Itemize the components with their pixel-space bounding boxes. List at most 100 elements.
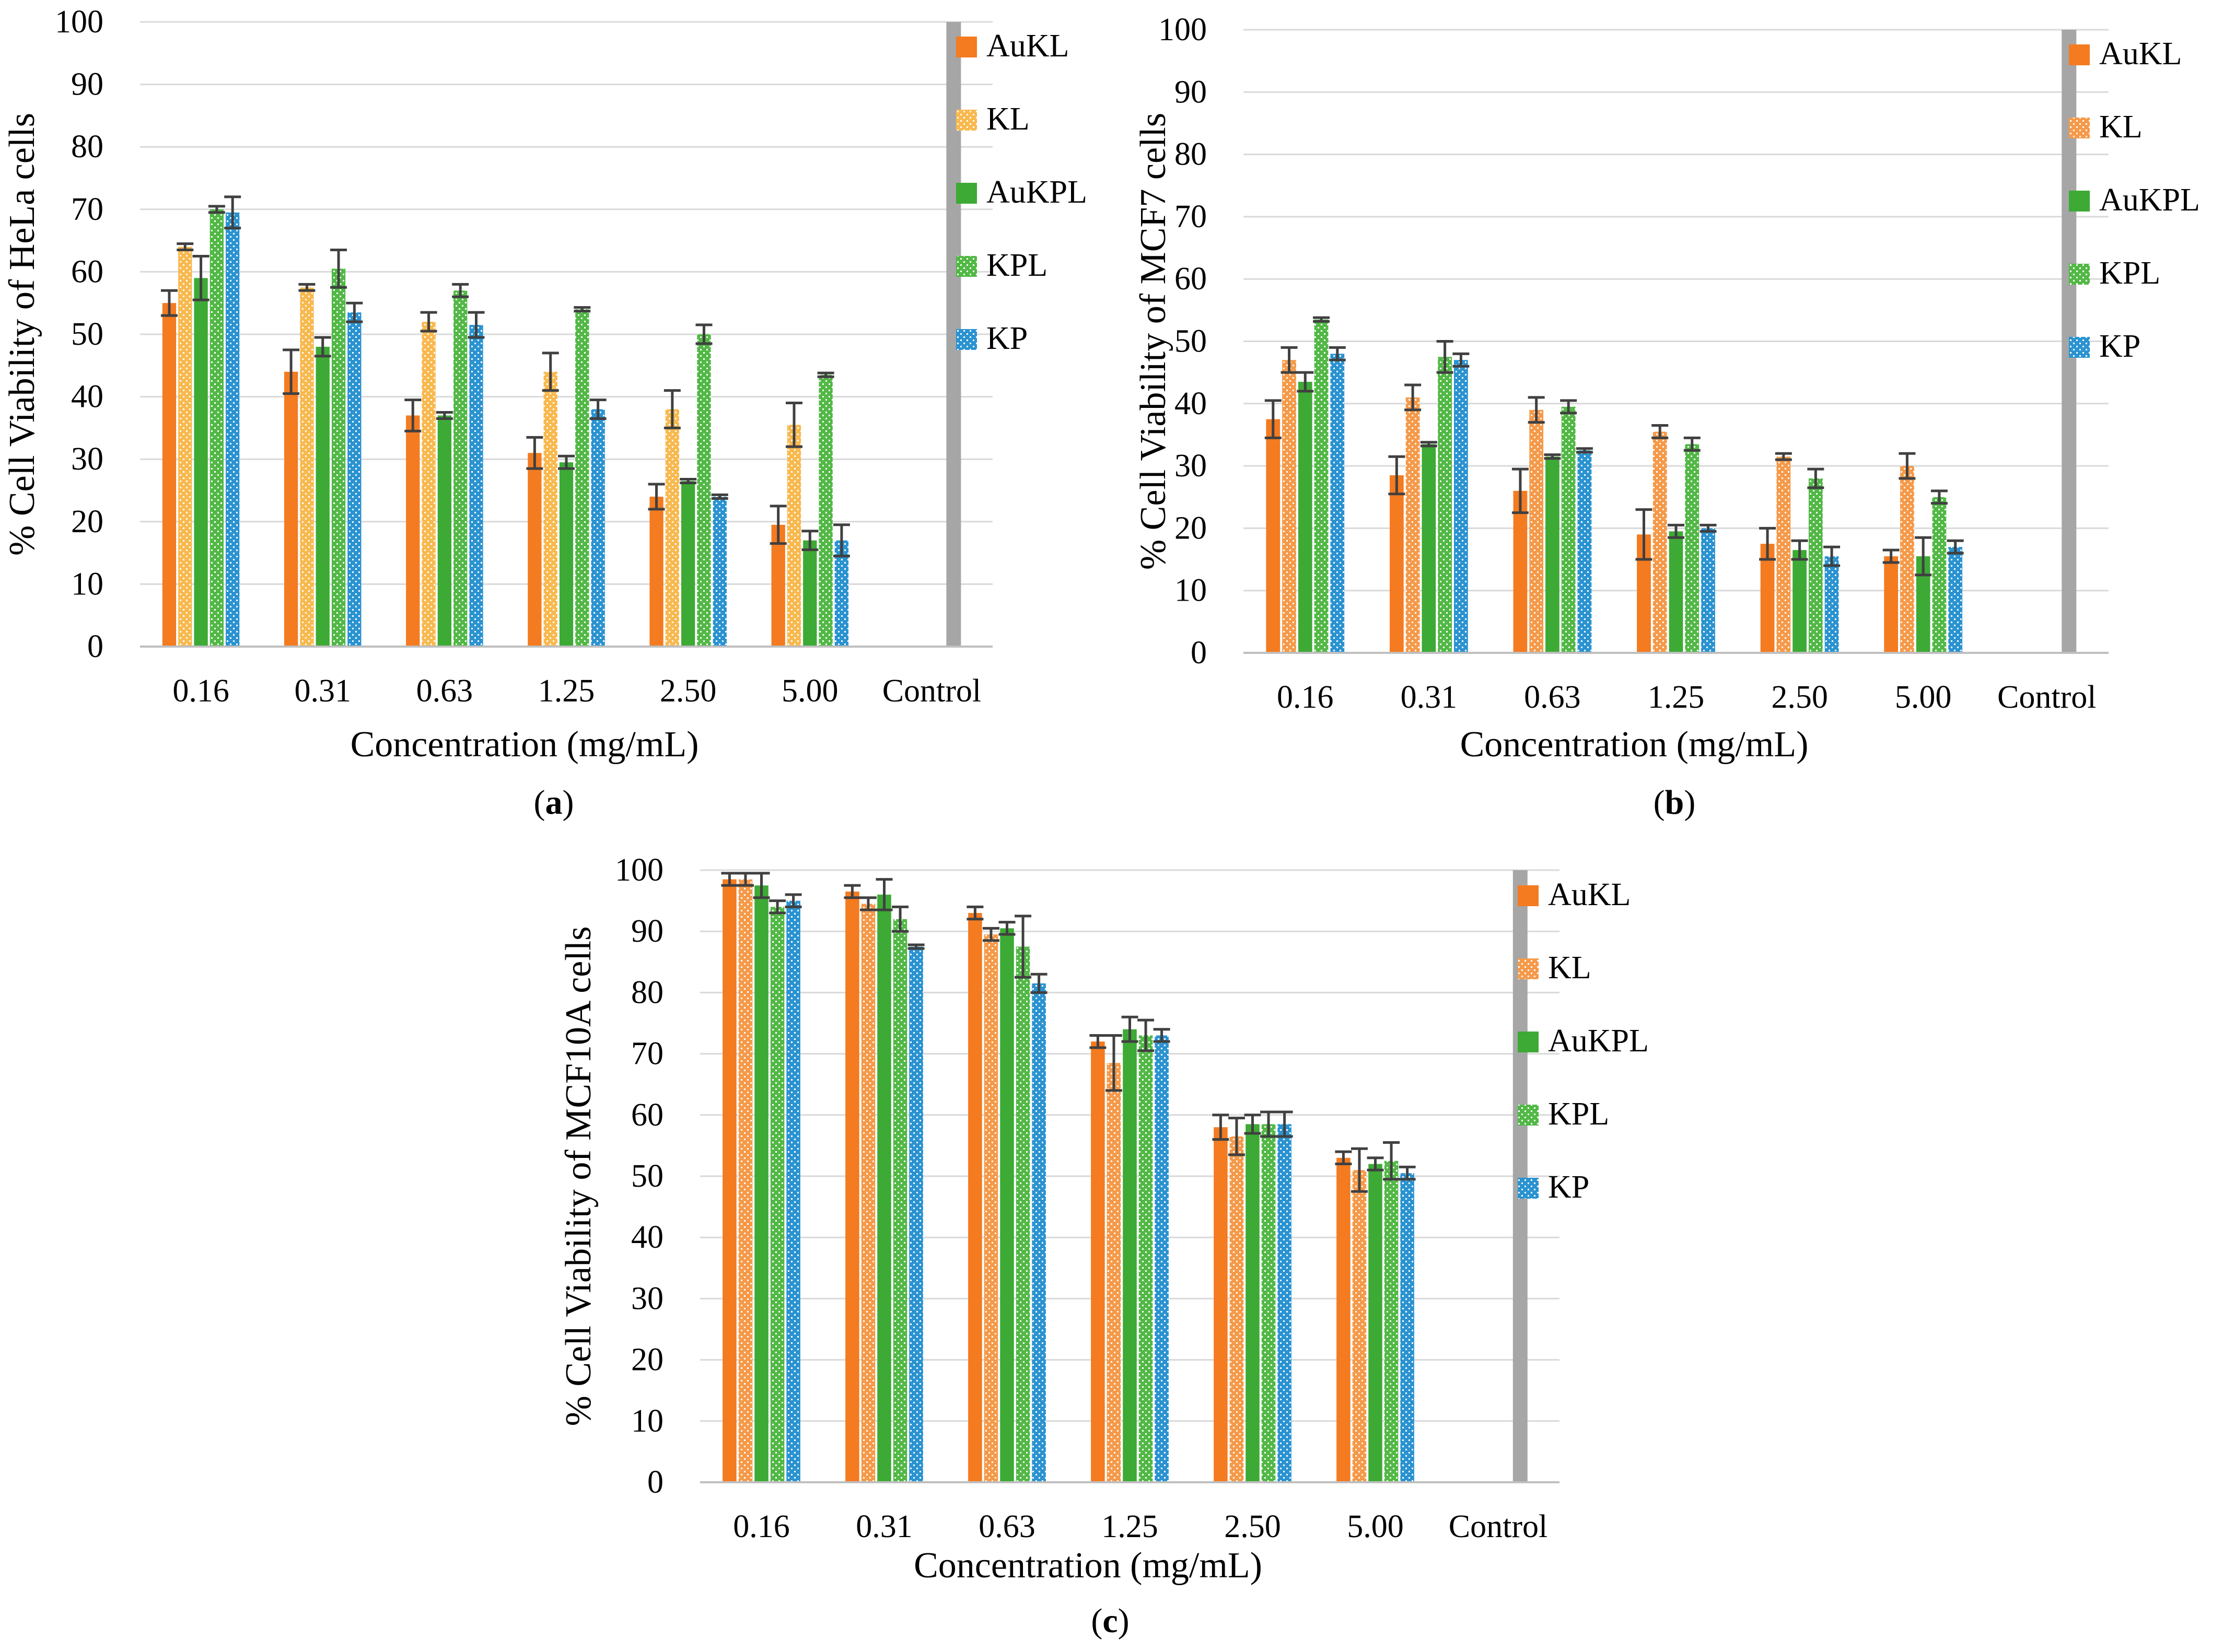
panel-c-legend-label: AuKPL (1548, 1023, 1649, 1059)
panel-c-bar-kp (1155, 1035, 1169, 1482)
panel-b-y-tick-label: 70 (1174, 199, 1207, 235)
panel-b-bars (1266, 319, 1963, 653)
panel-a-bar-kp (713, 496, 727, 647)
panel-c-error-bar-kl (737, 872, 754, 887)
panel-a-error-bar-kl (420, 311, 437, 333)
panel-a-bar-kl (543, 371, 557, 647)
panel-a-bar-kpl (453, 290, 468, 647)
panel-b-bar-kpl (1808, 478, 1823, 653)
panel-b-caption-open: ( (1654, 783, 1665, 822)
panel-a-x-tick-label: 0.16 (172, 673, 229, 709)
panel-b-bar-kpl (1438, 357, 1452, 653)
panel-c-error-bar-kp (1153, 1028, 1170, 1043)
panel-a-x-tick-label: 2.50 (660, 673, 717, 709)
panel-a-bar-kp (226, 212, 240, 647)
panel-a-error-bar-aukl (526, 436, 543, 470)
panel-b-bar-aukl (1884, 556, 1899, 653)
panel-b-legend-item-aukl: AuKL (2069, 36, 2182, 72)
panel-b-error-bar-kl (1404, 383, 1422, 412)
panel-b-legend-item-aukpl: AuKPL (2069, 182, 2200, 218)
panel-c-bar-kpl (1016, 946, 1030, 1482)
panel-b-x-tick-label: 5.00 (1895, 679, 1952, 715)
panel-a-bar-kpl (819, 374, 833, 647)
panel-b-bar-aukpl (1298, 382, 1312, 653)
panel-c-error-bar-kp (1276, 1110, 1293, 1138)
panel-a-y-tick-label: 0 (87, 629, 103, 664)
panel-c-bar-aukpl (754, 885, 769, 1482)
panel-c-error-bar-kl (1105, 1034, 1122, 1092)
panel-a-bar-kl (787, 425, 801, 647)
panel-c-bar-aukpl (877, 894, 891, 1482)
panel-b-error-bar-aukl (1388, 455, 1405, 496)
panel-a-legend-swatch (956, 256, 977, 277)
panel-a-error-bar-kp (468, 311, 485, 339)
panel-c-error-bar-aukpl (1244, 1114, 1261, 1135)
panel-b-x-axis-label: Concentration (mg/mL) (1460, 724, 1809, 765)
panel-c-bar-kl (1107, 1063, 1121, 1482)
panel-a-error-bar-aukl (770, 505, 787, 545)
panel-a-bar-kpl (575, 309, 589, 647)
panel-c-bar-aukl (845, 892, 859, 1482)
panel-a-error-bar-kpl (330, 249, 347, 289)
panel-c-bar-kl (1229, 1136, 1244, 1482)
panel-c-error-bar-aukpl (998, 921, 1016, 936)
panel-c-y-tick-label: 0 (647, 1464, 664, 1500)
panel-b-bar-kp (1330, 354, 1345, 653)
panel-c-bar-kp (1277, 1124, 1291, 1482)
panel-a-bar-kl (665, 409, 679, 647)
panel-b-bar-kl (1652, 431, 1667, 653)
panel-a-error-bar-kl (542, 352, 559, 392)
panel-a-y-axis-label: % Cell Viability of HeLa cells (2, 113, 42, 556)
panel-b-x-tick-label: 0.31 (1401, 679, 1458, 715)
panel-c-legend-label: KP (1548, 1169, 1589, 1205)
panel-b-legend-label: AuKL (2099, 36, 2182, 72)
panel-b-bar-kp (1453, 360, 1468, 653)
panel-a-error-bar-kp (589, 399, 607, 420)
panel-b-error-bar-kpl (1807, 467, 1824, 489)
panel-a-bar-kl (300, 287, 314, 647)
panel-a-error-bar-aukl (404, 399, 422, 432)
panel-b-bar-aukpl (1422, 444, 1436, 653)
panel-a-error-bar-aukpl (801, 530, 819, 552)
panel-c-y-tick-label: 10 (631, 1403, 664, 1439)
panel-c-bar-kpl (770, 907, 785, 1482)
panel-b-error-bar-kl (1899, 452, 1916, 480)
panel-c-legend-swatch (1518, 1105, 1539, 1126)
panel-c-chart: 0 10 20 30 40 50 60 70 80 90 100 0.16 0.31 0.63 1.25 2… (558, 852, 1649, 1640)
panel-c-x-tick-label: 0.63 (979, 1509, 1035, 1544)
panel-a-caption-close: ) (563, 783, 574, 822)
panel-b-legend-swatch (2069, 44, 2090, 65)
panel-b-caption-close: ) (1684, 783, 1695, 822)
panel-c-error-bar-kp (785, 893, 802, 908)
panel-b-error-bar-kpl (1436, 340, 1453, 374)
panel-b-error-bar-kp (1700, 523, 1717, 533)
panel-b-bar-kpl (1314, 319, 1329, 653)
panel-b-legend-label: KP (2099, 329, 2140, 364)
panel-a-y-tick-label: 30 (71, 441, 103, 477)
panel-c-bar-kpl (893, 919, 907, 1482)
panel-b-legend-label: AuKPL (2099, 182, 2200, 218)
panel-c-bar-aukpl (1368, 1164, 1382, 1482)
panel-b-caption: (b) (1654, 783, 1696, 822)
panel-c-bar-aukl (1091, 1041, 1105, 1482)
panel-a-error-bar-kl (298, 283, 316, 292)
panel-a-error-bar-kp (711, 493, 728, 500)
panel-c-caption-letter: c (1102, 1602, 1118, 1640)
panel-a-legend-label: AuKPL (986, 174, 1087, 210)
panel-c-x-ticks: 0.16 0.31 0.63 1.25 2.50 5.00 Control (733, 1509, 1547, 1544)
panel-a-y-tick-label: 60 (71, 254, 103, 289)
panel-b-error-bar-kl (1775, 452, 1792, 461)
panel-c-x-axis-label: Concentration (mg/mL) (914, 1545, 1262, 1586)
panel-c-bar-kpl (1261, 1124, 1276, 1482)
panel-b-bar-aukpl (1669, 531, 1683, 653)
panel-c-error-bar-kl (982, 927, 999, 942)
panel-a-caption: (a) (534, 783, 574, 822)
panel-a-error-bar-kp (346, 301, 363, 323)
panel-c-y-tick-label: 80 (631, 975, 664, 1010)
panel-a-bar-kp (469, 325, 483, 647)
panel-a-x-tick-label: 0.63 (416, 673, 473, 709)
panel-a-bar-kpl (331, 268, 346, 647)
panel-b-legend-item-kl: KL (2069, 109, 2143, 145)
panel-a-bars (162, 209, 849, 647)
panel-c-bar-kpl (1384, 1161, 1399, 1482)
